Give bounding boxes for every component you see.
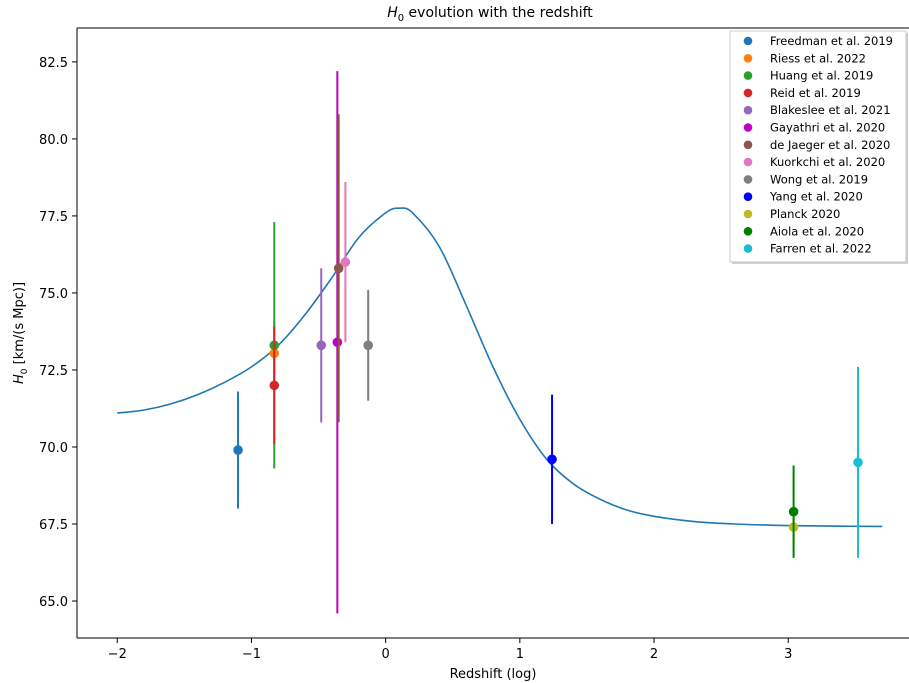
legend-marker — [743, 71, 753, 80]
legend-marker — [743, 157, 753, 167]
plot-area — [117, 71, 883, 614]
legend-label: Huang et al. 2019 — [770, 69, 873, 83]
legend-marker — [743, 123, 753, 132]
data-point — [853, 457, 863, 468]
data-point-group — [316, 268, 327, 423]
x-tick-label: 0 — [382, 647, 390, 662]
legend-label: Riess et al. 2022 — [770, 51, 866, 65]
legend-label: Wong et al. 2019 — [770, 172, 868, 186]
legend-label: Aiola et al. 2020 — [770, 224, 864, 238]
x-axis-ticks: −2 −1 0 1 2 3 — [108, 638, 792, 662]
legend-marker — [743, 36, 753, 46]
legend-entry: Aiola et al. 2020 — [743, 224, 864, 238]
y-tick-label: 80.0 — [39, 133, 68, 148]
data-point-group — [332, 71, 343, 614]
data-point-group — [853, 366, 863, 558]
legend-marker — [743, 175, 753, 184]
legend-marker — [743, 192, 753, 201]
legend-label: Gayathri et al. 2020 — [770, 121, 885, 135]
data-point-group — [547, 394, 557, 525]
y-axis-ticks: 65.0 67.5 70.0 72.5 75.0 77.5 80.0 82.5 — [39, 56, 77, 610]
model-curve-group — [117, 207, 883, 528]
y-tick-label: 65.0 — [39, 595, 68, 610]
data-point — [332, 337, 343, 348]
axes — [76, 27, 909, 639]
x-tick-label: 3 — [784, 647, 792, 662]
legend-label: Blakeslee et al. 2021 — [770, 103, 891, 117]
data-point — [333, 263, 344, 274]
legend-marker — [743, 54, 753, 63]
legend-marker — [743, 244, 753, 253]
legend-entry: Wong et al. 2019 — [743, 172, 868, 186]
data-point — [269, 380, 280, 391]
legend-box — [729, 30, 907, 263]
legend-marker — [743, 88, 753, 98]
data-point-group — [269, 326, 280, 444]
y-tick-label: 82.5 — [39, 56, 68, 71]
y-tick-label: 70.0 — [39, 441, 68, 456]
legend-entry: Blakeslee et al. 2021 — [743, 103, 891, 117]
x-tick-label: −2 — [108, 647, 127, 662]
y-axis-label: H0 [km/(s Mpc)] — [12, 282, 30, 384]
chart-title: H0 evolution with the redshift — [387, 5, 593, 24]
legend-marker — [743, 105, 753, 115]
legend-entry: de Jaeger et al. 2020 — [743, 138, 890, 152]
data-points-group — [233, 71, 863, 614]
legend-entry: Planck 2020 — [743, 207, 840, 221]
legend-entry: Farren et al. 2022 — [743, 242, 872, 256]
data-point-group — [788, 465, 799, 558]
data-point-group — [363, 289, 374, 401]
legend-entry: Huang et al. 2019 — [743, 69, 873, 83]
data-point — [547, 454, 557, 465]
data-point-group — [233, 391, 243, 509]
y-tick-label: 77.5 — [39, 210, 68, 225]
legend-marker — [743, 140, 753, 150]
legend: Freedman et al. 2019 Riess et al. 2022 Hua… — [729, 30, 908, 264]
data-point-group — [333, 114, 344, 423]
data-point-group — [340, 182, 351, 343]
legend-entry: Reid et al. 2019 — [743, 86, 861, 100]
legend-entry: Yang et al. 2020 — [743, 190, 863, 204]
data-point — [340, 257, 351, 267]
legend-entry: Gayathri et al. 2020 — [743, 121, 885, 135]
y-tick-label: 67.5 — [39, 518, 68, 533]
data-point — [316, 340, 327, 351]
y-tick-label: 75.0 — [39, 287, 68, 302]
x-axis-label: Redshift (log) — [450, 667, 537, 682]
legend-label: Farren et al. 2022 — [770, 242, 872, 256]
data-point — [363, 340, 374, 351]
legend-entry: Kuorkchi et al. 2020 — [743, 155, 885, 169]
legend-entry: Freedman et al. 2019 — [743, 34, 893, 48]
legend-entry: Riess et al. 2022 — [743, 51, 866, 65]
x-tick-label: 1 — [516, 647, 524, 662]
legend-label: de Jaeger et al. 2020 — [770, 138, 890, 152]
legend-marker — [743, 209, 753, 219]
legend-marker — [743, 227, 753, 236]
model-curve — [117, 207, 883, 528]
data-point — [788, 506, 799, 517]
x-tick-label: 2 — [650, 647, 658, 662]
legend-label: Freedman et al. 2019 — [770, 34, 893, 48]
x-tick-label: −1 — [242, 647, 261, 662]
legend-label: Yang et al. 2020 — [769, 190, 863, 204]
legend-label: Reid et al. 2019 — [770, 86, 861, 100]
legend-label: Planck 2020 — [770, 207, 840, 221]
legend-label: Kuorkchi et al. 2020 — [770, 155, 885, 169]
y-tick-label: 72.5 — [39, 364, 68, 379]
data-point — [233, 445, 243, 455]
